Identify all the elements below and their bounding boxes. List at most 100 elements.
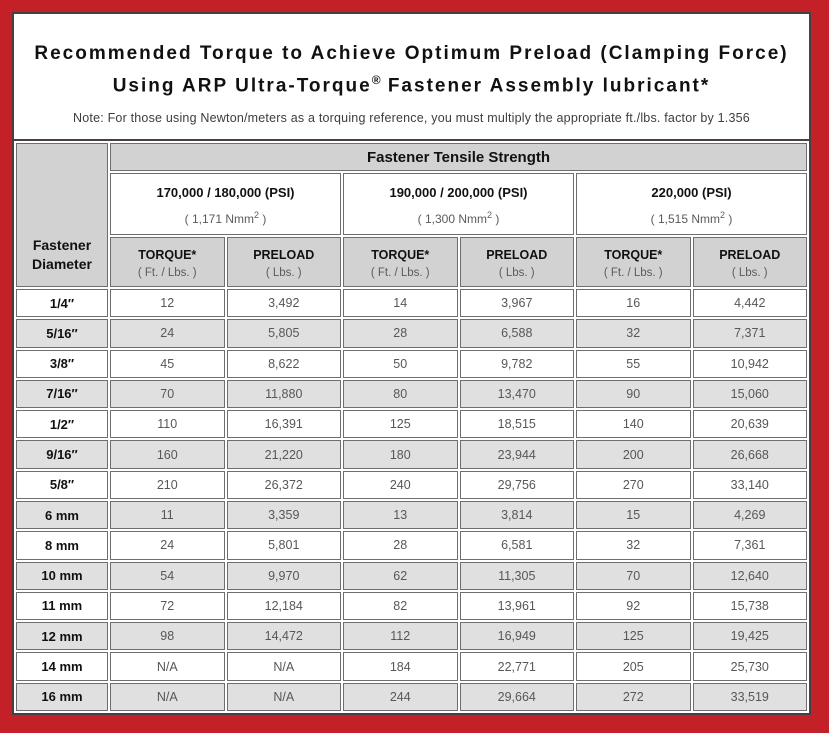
preload-value-cell: 15,060 [692,379,807,409]
table-row: 6 mm 11 3,359 13 3,814 15 4,269 [16,500,807,530]
table-row: 1/2″ 110 16,391 125 18,515 140 20,639 [16,410,807,439]
psi-group-220: 220,000 (PSI) ( 1,515 Nmm2 ) [576,173,807,235]
page-title-line2-pre: Using ARP Ultra-Torque [112,75,372,97]
torque-value-cell: 98 [110,622,225,651]
table-row: 10 mm 54 9,970 62 11,305 70 12,640 [16,561,807,590]
registered-trademark-symbol: ® [371,73,381,87]
diameter-cell: 7/16″ [16,379,108,409]
table-row: 7/16″ 70 11,880 80 13,470 90 15,060 [16,379,807,409]
preload-value-cell: 8,622 [226,349,341,378]
torque-value-cell: 140 [576,410,691,439]
torque-value-cell: 15 [576,500,691,530]
page-title-line2-post: Fastener Assembly lubricant* [380,75,711,97]
torque-value-cell: 244 [343,682,458,711]
torque-value-cell: 70 [576,561,691,590]
torque-value-cell: 24 [110,531,225,560]
preload-value-cell: 12,640 [692,561,807,590]
preload-value-cell: 15,738 [692,591,807,621]
torque-value-cell: 70 [110,379,225,409]
preload-value-cell: 13,470 [459,379,574,409]
preload-value-cell: 9,782 [459,349,574,378]
nmm-label: ( 1,515 Nmm2 ) [650,210,733,226]
preload-value-cell: 29,664 [459,682,574,711]
table-row: 5/8″ 210 26,372 240 29,756 270 33,140 [16,470,807,499]
torque-table-wrap: Fastener Diameter Fastener Tensile Stren… [14,141,809,713]
table-row: 16 mm N/A N/A 244 29,664 272 33,519 [16,682,807,711]
preload-value-cell: 26,668 [692,440,807,469]
torque-column-header: TORQUE* ( Ft. / Lbs. ) [110,237,225,287]
table-row: 12 mm 98 14,472 112 16,949 125 19,425 [16,622,807,651]
page-title-line2: Using ARP Ultra-Torque® Fastener Assembl… [14,67,809,99]
torque-value-cell: 90 [576,379,691,409]
torque-value-cell: 16 [576,289,691,318]
torque-value-cell: 54 [110,561,225,590]
tensile-strength-header: Fastener Tensile Strength [110,143,807,171]
preload-value-cell: 3,814 [459,500,574,530]
preload-value-cell: 25,730 [692,652,807,681]
table-header: Fastener Diameter Fastener Tensile Stren… [16,143,807,287]
diameter-cell: 1/2″ [16,410,108,439]
preload-value-cell: 12,184 [226,591,341,621]
preload-value-cell: 33,519 [692,682,807,711]
torque-value-cell: 160 [110,440,225,469]
preload-value-cell: N/A [226,682,341,711]
preload-value-cell: 19,425 [692,622,807,651]
preload-value-cell: 6,588 [459,319,574,348]
preload-value-cell: 18,515 [459,410,574,439]
diameter-cell: 14 mm [16,652,108,681]
psi-label: 220,000 (PSI) [651,185,732,200]
preload-value-cell: 10,942 [692,349,807,378]
torque-value-cell: 24 [110,319,225,348]
psi-group-row: 170,000 / 180,000 (PSI) ( 1,171 Nmm2 ) 1… [16,173,807,235]
preload-value-cell: 26,372 [226,470,341,499]
torque-value-cell: 112 [343,622,458,651]
torque-value-cell: 62 [343,561,458,590]
torque-value-cell: 80 [343,379,458,409]
nmm-label: ( 1,171 Nmm2 ) [184,210,267,226]
preload-value-cell: 3,492 [226,289,341,318]
table-row: 5/16″ 24 5,805 28 6,588 32 7,371 [16,319,807,348]
torque-value-cell: N/A [110,682,225,711]
torque-value-cell: 270 [576,470,691,499]
psi-group-170-180: 170,000 / 180,000 (PSI) ( 1,171 Nmm2 ) [110,173,341,235]
torque-value-cell: 32 [576,319,691,348]
table-row: 14 mm N/A N/A 184 22,771 205 25,730 [16,652,807,681]
diameter-cell: 5/8″ [16,470,108,499]
torque-value-cell: 50 [343,349,458,378]
diameter-cell: 8 mm [16,531,108,560]
torque-value-cell: 28 [343,531,458,560]
preload-value-cell: 4,269 [692,500,807,530]
preload-column-header: PRELOAD ( Lbs. ) [459,237,574,287]
table-row: 3/8″ 45 8,622 50 9,782 55 10,942 [16,349,807,378]
torque-value-cell: 11 [110,500,225,530]
diameter-cell: 10 mm [16,561,108,590]
torque-value-cell: 72 [110,591,225,621]
fastener-diameter-header: Fastener Diameter [16,143,108,287]
title-area: Recommended Torque to Achieve Optimum Pr… [14,14,809,141]
torque-value-cell: 205 [576,652,691,681]
torque-value-cell: 200 [576,440,691,469]
torque-value-cell: N/A [110,652,225,681]
preload-value-cell: 16,391 [226,410,341,439]
torque-value-cell: 125 [576,622,691,651]
preload-value-cell: 5,805 [226,319,341,348]
nmm-label: ( 1,300 Nmm2 ) [417,210,500,226]
torque-value-cell: 240 [343,470,458,499]
diameter-cell: 16 mm [16,682,108,711]
table-row: 8 mm 24 5,801 28 6,581 32 7,361 [16,531,807,560]
preload-value-cell: 4,442 [692,289,807,318]
torque-table: Fastener Diameter Fastener Tensile Stren… [14,141,809,713]
diameter-cell: 5/16″ [16,319,108,348]
torque-value-cell: 32 [576,531,691,560]
preload-value-cell: 16,949 [459,622,574,651]
preload-value-cell: 33,140 [692,470,807,499]
preload-value-cell: 11,305 [459,561,574,590]
preload-value-cell: 21,220 [226,440,341,469]
preload-value-cell: 3,359 [226,500,341,530]
preload-column-header: PRELOAD ( Lbs. ) [226,237,341,287]
fastener-diameter-header-line2: Diameter [32,256,92,272]
torque-value-cell: 28 [343,319,458,348]
table-body: 1/4″ 12 3,492 14 3,967 16 4,442 5/16″ 24 5,805 28 6… [16,289,807,711]
psi-group-190-200: 190,000 / 200,000 (PSI) ( 1,300 Nmm2 ) [343,173,574,235]
